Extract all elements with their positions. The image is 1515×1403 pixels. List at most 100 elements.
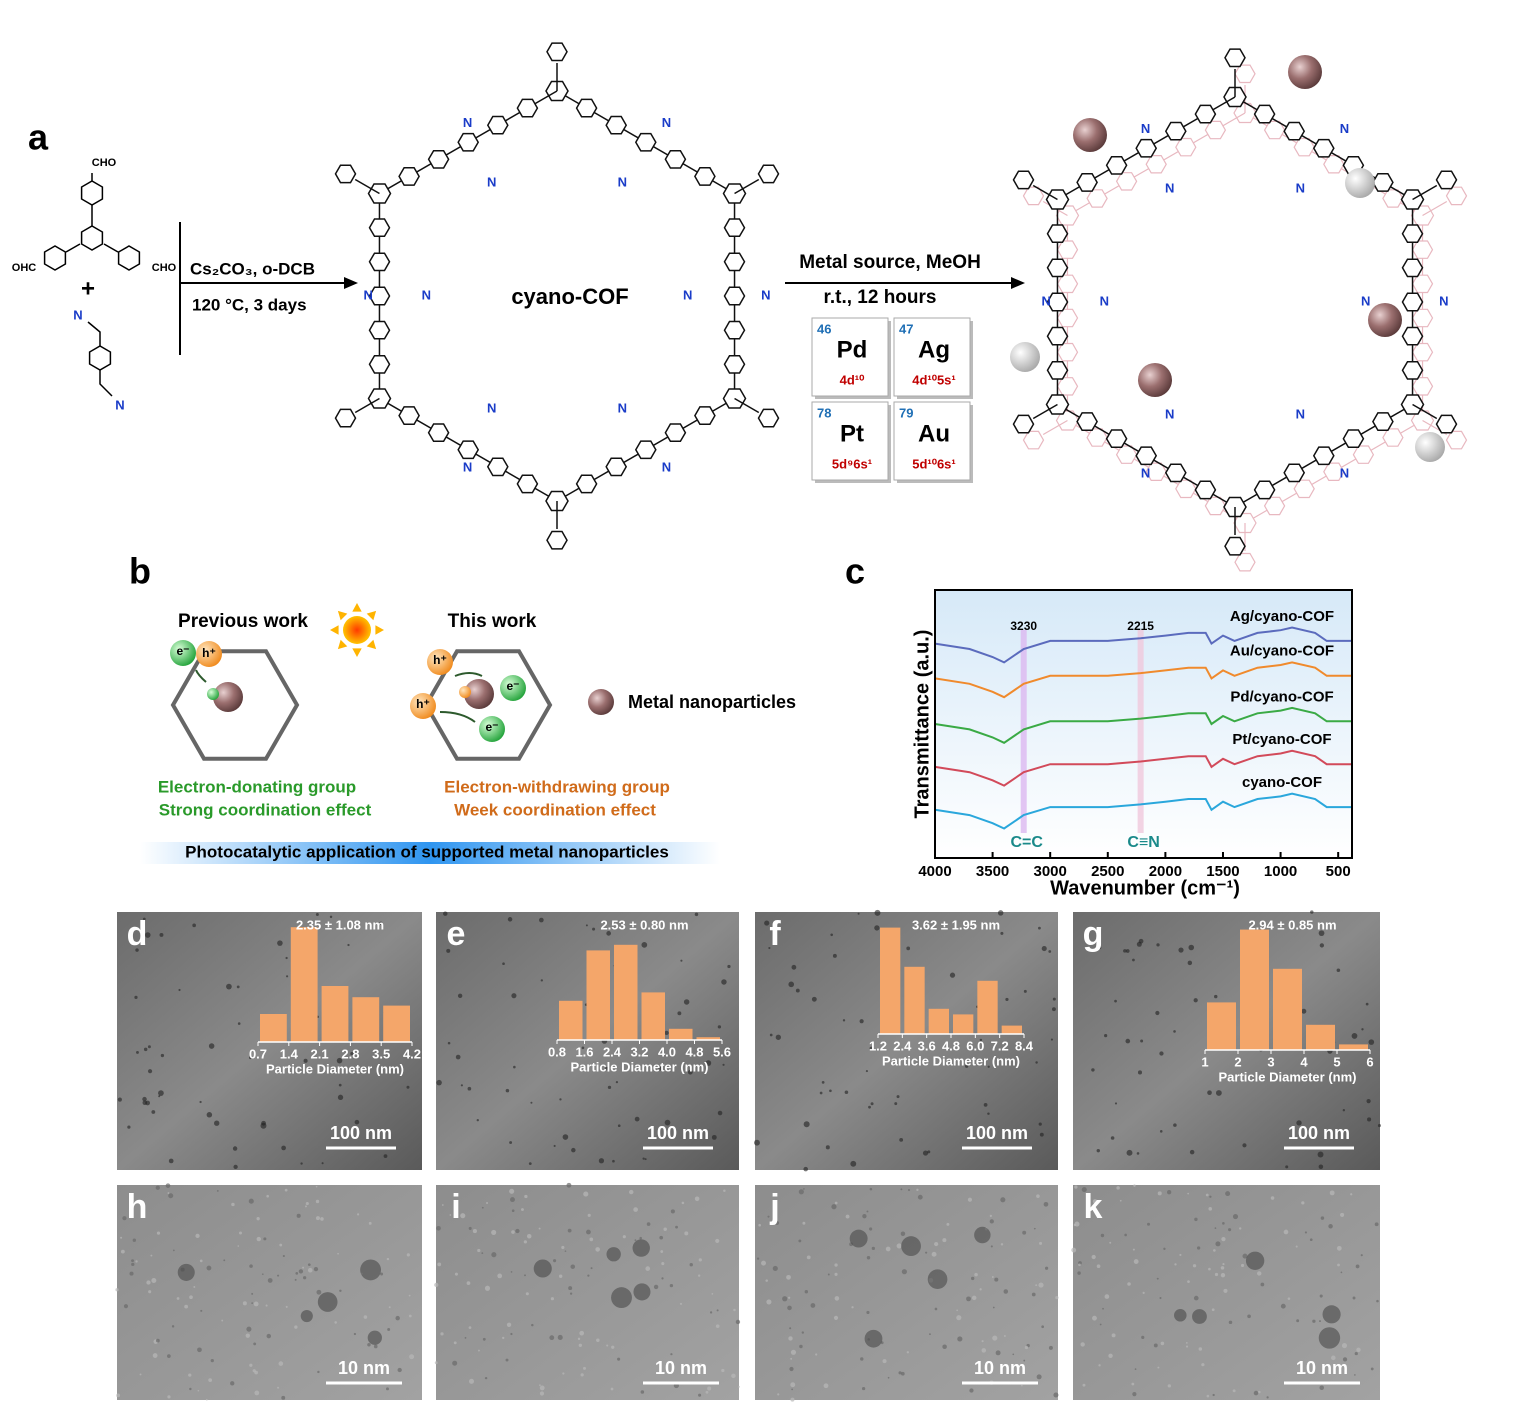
sphere: [410, 693, 436, 719]
lattice-noise: [380, 1272, 384, 1276]
lattice-noise: [1319, 1385, 1324, 1391]
lattice-noise: [721, 1368, 725, 1373]
label: CHO: [152, 262, 177, 274]
label: 3.62 ± 1.95 nm: [912, 917, 1000, 932]
bar: [1001, 1025, 1022, 1034]
lattice-noise: [1257, 1390, 1261, 1394]
ring: [722, 388, 747, 409]
nanoparticle: [717, 1110, 723, 1116]
lattice-noise: [583, 1191, 589, 1197]
lattice-noise: [184, 1304, 189, 1309]
lattice-noise: [1341, 1342, 1348, 1349]
lattice-noise: [1133, 1184, 1136, 1187]
ring: [368, 354, 391, 374]
nanoparticle: [1173, 1123, 1177, 1127]
lattice-noise: [789, 1327, 792, 1330]
nanoparticle: [857, 912, 860, 915]
label: 4: [1300, 1054, 1308, 1069]
lattice-noise: [595, 1247, 600, 1252]
lattice-noise: [1159, 1297, 1162, 1300]
lattice-noise: [869, 1187, 873, 1191]
nanoparticle: [1048, 950, 1052, 953]
nanoparticle: [559, 1098, 562, 1101]
nanoparticle: [177, 1263, 195, 1281]
lattice-noise: [1331, 1355, 1336, 1361]
lattice-noise: [1215, 1241, 1221, 1247]
ring: [80, 225, 104, 251]
nitrile: N: [1439, 293, 1448, 308]
nanoparticle: [1322, 1305, 1341, 1324]
sphere: [479, 716, 505, 742]
nanoparticle: [1368, 1039, 1375, 1045]
ring: [1401, 360, 1424, 380]
lattice-noise: [1022, 1230, 1027, 1235]
lattice-noise: [981, 1348, 987, 1353]
nanoparticle: [768, 946, 771, 950]
lattice-noise: [437, 1262, 442, 1267]
label: r.t., 12 hours: [824, 287, 937, 308]
lattice-noise: [251, 1302, 253, 1304]
lattice-noise: [569, 1292, 573, 1295]
lattice-noise: [1147, 1222, 1151, 1226]
label: 0.7: [249, 1046, 267, 1061]
nanoparticle: [528, 1162, 532, 1166]
lattice-noise: [1035, 1284, 1038, 1287]
nanoparticle: [1023, 989, 1027, 993]
lattice-noise: [1329, 1190, 1335, 1196]
nanoparticle: [1098, 946, 1102, 950]
lattice-noise: [639, 1236, 642, 1240]
lattice-noise: [989, 1219, 994, 1224]
sun-ray: [352, 603, 362, 612]
lattice-noise: [582, 1366, 586, 1370]
lattice-noise: [484, 1285, 491, 1291]
ring: [1283, 121, 1306, 141]
lattice-noise: [132, 1238, 137, 1242]
nanoparticle: [901, 1236, 921, 1256]
lattice-noise: [1092, 1315, 1097, 1321]
lattice-noise: [1213, 1249, 1216, 1252]
lattice-noise: [1312, 1319, 1316, 1323]
lattice-noise: [303, 1276, 307, 1280]
element-box: [893, 317, 971, 397]
lattice-noise: [538, 1227, 541, 1230]
lattice-noise: [231, 1202, 235, 1207]
lattice-noise: [313, 1267, 319, 1272]
lattice-noise: [866, 1256, 871, 1260]
nanoparticle: [850, 1160, 857, 1167]
lattice-noise: [1342, 1357, 1348, 1362]
lattice-noise: [363, 1315, 368, 1319]
nitrile: N: [422, 287, 431, 302]
lattice-noise: [896, 1243, 902, 1249]
label: 120 °C, 3 days: [192, 295, 307, 314]
ring: [1055, 410, 1080, 431]
lattice-noise: [1194, 1217, 1198, 1222]
nanoparticle: [764, 920, 770, 926]
ring: [546, 530, 568, 550]
lattice-noise: [1185, 1341, 1188, 1344]
lattice-noise: [120, 1249, 125, 1254]
lattice-noise: [1304, 1231, 1307, 1234]
bar: [696, 1037, 720, 1040]
label: 10 nm: [974, 1358, 1026, 1378]
lattice-noise: [278, 1361, 284, 1366]
lattice-noise: [862, 1214, 867, 1219]
lattice-noise: [408, 1314, 412, 1318]
nanoparticle: [1174, 1308, 1187, 1322]
lattice-noise: [277, 1274, 280, 1277]
ring: [1411, 274, 1434, 294]
lattice-noise: [1206, 1394, 1210, 1398]
label: 5: [1333, 1054, 1340, 1069]
lattice-noise: [731, 1373, 736, 1379]
lattice-noise: [531, 1323, 534, 1327]
lattice-noise: [481, 1206, 484, 1209]
lattice-noise: [1038, 1282, 1044, 1288]
lattice-noise: [707, 1386, 712, 1391]
label: 4d¹⁰: [840, 372, 866, 387]
lattice-noise: [622, 1235, 626, 1239]
lattice-noise: [711, 1293, 714, 1295]
ring: [1164, 121, 1187, 141]
nanoparticle: [791, 964, 797, 970]
lattice-noise: [188, 1373, 192, 1377]
lattice-noise: [558, 1274, 563, 1278]
lattice-noise: [452, 1360, 458, 1366]
